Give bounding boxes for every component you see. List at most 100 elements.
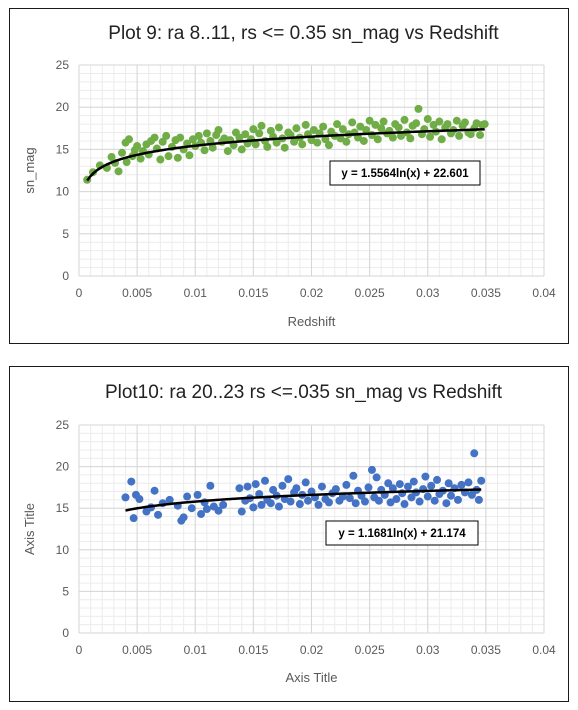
data-point (367, 465, 376, 474)
data-point (290, 137, 299, 146)
y-tick-label: 10 (56, 185, 70, 199)
data-point (403, 482, 412, 491)
data-point (314, 500, 323, 509)
data-point (272, 138, 281, 147)
data-point (261, 476, 269, 485)
trendline (86, 128, 485, 182)
x-tick-label: 0 (76, 286, 83, 300)
data-point (136, 154, 145, 163)
data-point (409, 477, 418, 486)
data-point (476, 131, 485, 140)
trendline (125, 488, 482, 512)
data-point (394, 123, 403, 132)
data-point (453, 495, 462, 504)
data-point (237, 507, 246, 516)
data-point (235, 133, 244, 142)
data-point (202, 505, 211, 514)
data-point (197, 510, 206, 519)
data-point (249, 503, 258, 512)
data-point (251, 480, 260, 489)
data-point (397, 131, 406, 140)
data-point (435, 117, 444, 126)
gridlines (78, 424, 545, 634)
data-point (135, 495, 144, 504)
x-tick-label: 0.015 (238, 643, 268, 657)
data-point (278, 481, 287, 490)
data-point (362, 125, 371, 134)
data-point (430, 496, 439, 505)
data-point (319, 122, 328, 131)
data-point (349, 471, 358, 480)
x-axis-label: Axis Title (285, 670, 337, 685)
data-point (365, 116, 374, 125)
data-point (324, 141, 333, 150)
data-point (364, 483, 373, 492)
data-point (274, 123, 283, 132)
data-point (460, 118, 469, 127)
data-point (133, 142, 142, 151)
data-point (266, 499, 275, 508)
data-point (235, 484, 244, 493)
data-point (388, 133, 397, 142)
data-point (241, 130, 250, 139)
data-point (388, 484, 397, 493)
data-point (377, 124, 386, 133)
data-point (202, 129, 211, 138)
data-point (374, 496, 383, 505)
gridlines (78, 64, 545, 277)
data-point (452, 116, 461, 125)
data-point (317, 482, 326, 491)
data-point (200, 146, 209, 155)
data-point (185, 151, 194, 160)
data-point (214, 506, 223, 515)
data-point (107, 152, 116, 161)
data-point (338, 125, 347, 134)
data-point (251, 140, 260, 149)
x-tick-label: 0.02 (300, 643, 324, 657)
data-point (193, 490, 202, 499)
data-point (415, 497, 424, 506)
data-point (309, 125, 318, 134)
data-point (412, 119, 421, 128)
data-point (187, 504, 196, 513)
y-tick-label: 20 (56, 100, 70, 114)
y-tick-label: 10 (56, 543, 70, 557)
data-point (150, 486, 159, 495)
data-point (470, 449, 479, 458)
data-point (442, 499, 451, 508)
y-axis-label: sn_mag (22, 147, 37, 193)
data-point (356, 122, 365, 131)
y-tick-label: 25 (56, 418, 70, 432)
data-point (301, 478, 310, 487)
data-point (127, 477, 136, 486)
y-tick-label: 15 (56, 501, 70, 515)
x-axis-label: Redshift (288, 314, 336, 329)
data-points (121, 449, 486, 525)
data-point (321, 135, 330, 144)
data-point (179, 513, 188, 522)
data-point (348, 118, 357, 127)
x-tick-label: 0.035 (471, 286, 501, 300)
data-point (371, 120, 380, 129)
data-point (223, 147, 232, 156)
x-tick-label: 0.005 (122, 286, 152, 300)
data-point (154, 510, 163, 519)
x-tick-label: 0.005 (122, 643, 152, 657)
data-point (298, 140, 307, 149)
data-point (286, 497, 295, 506)
data-point (423, 115, 432, 124)
y-tick-label: 25 (56, 58, 70, 72)
data-point (280, 143, 289, 152)
scatter-chart-2: Plot10: ra 20..23 rs <=.035 sn_mag vs Re… (22, 382, 556, 685)
y-tick-label: 0 (62, 269, 69, 283)
x-tick-label: 0.04 (532, 286, 556, 300)
trendline-equation-box: y = 1.5564ln(x) + 22.601 (329, 160, 481, 186)
y-tick-label: 20 (56, 460, 70, 474)
data-point (477, 476, 486, 485)
trendline-equation: y = 1.5564ln(x) + 22.601 (341, 168, 469, 180)
scatter-chart-1: Plot 9: ra 8..11, rs <= 0.35 sn_mag vs R… (22, 23, 556, 329)
x-tick-label: 0.015 (238, 286, 268, 300)
data-point (464, 478, 473, 487)
data-point (433, 475, 442, 484)
data-point (176, 133, 185, 142)
